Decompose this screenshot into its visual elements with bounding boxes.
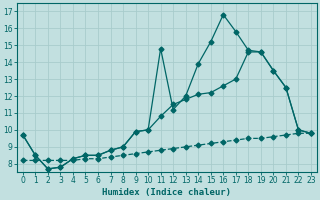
X-axis label: Humidex (Indice chaleur): Humidex (Indice chaleur) <box>102 188 231 197</box>
